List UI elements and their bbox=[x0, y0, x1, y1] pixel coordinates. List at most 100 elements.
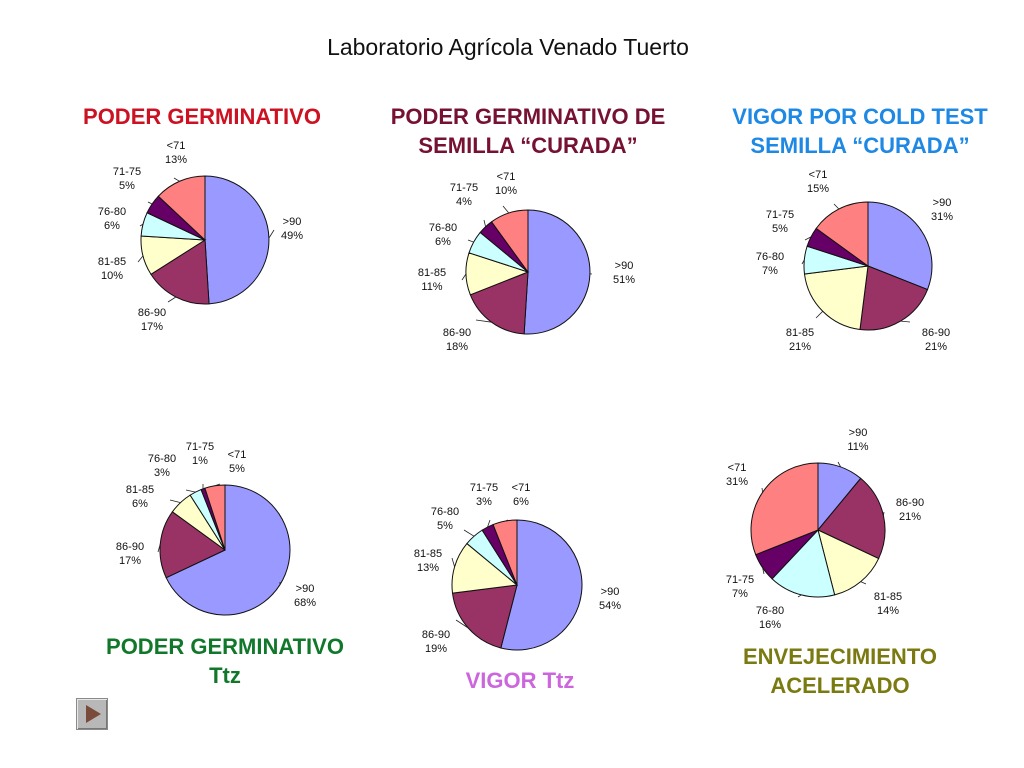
slice-label: 71-75 bbox=[726, 574, 754, 586]
pie-slice-lt71 bbox=[815, 201, 869, 267]
leader-line bbox=[801, 259, 805, 265]
slice-percent: 6% bbox=[132, 498, 148, 510]
pie-slice-81-85 bbox=[817, 529, 880, 596]
slice-label: 76-80 bbox=[431, 506, 459, 518]
slice-label: >90 bbox=[283, 216, 302, 228]
chart-title-line: VIGOR POR COLD TEST bbox=[732, 104, 988, 129]
slice-percent: 21% bbox=[789, 341, 811, 353]
slice-label: <71 bbox=[167, 140, 186, 152]
slice-percent: 5% bbox=[772, 223, 788, 235]
slice-percent: 1% bbox=[192, 455, 208, 467]
slice-label: 76-80 bbox=[429, 222, 457, 234]
slice-percent: 49% bbox=[281, 230, 303, 242]
slice-percent: 14% bbox=[877, 605, 899, 617]
leader-line bbox=[504, 519, 509, 522]
slice-label: <71 bbox=[228, 449, 247, 461]
slice-label: 86-90 bbox=[922, 327, 950, 339]
slice-label: 76-80 bbox=[756, 605, 784, 617]
chart-title-poder-germinativo-ttz: PODER GERMINATIVO Ttz bbox=[65, 632, 385, 690]
leader-line bbox=[157, 543, 161, 553]
leader-line bbox=[461, 273, 467, 281]
slice-percent: 5% bbox=[437, 520, 453, 532]
slice-label: >90 bbox=[933, 197, 952, 209]
next-slide-button[interactable] bbox=[76, 698, 108, 730]
leader-line bbox=[455, 619, 469, 629]
leader-line bbox=[761, 487, 763, 493]
leader-line bbox=[467, 239, 474, 243]
slice-label: 71-75 bbox=[766, 209, 794, 221]
slice-label: 86-90 bbox=[443, 327, 471, 339]
play-triangle-icon bbox=[86, 705, 101, 723]
slice-percent: 17% bbox=[119, 555, 141, 567]
slice-label: <71 bbox=[728, 462, 747, 474]
slice-label: <71 bbox=[497, 171, 516, 183]
chart-title-line: ACELERADO bbox=[770, 673, 910, 698]
slice-label: 86-90 bbox=[422, 629, 450, 641]
leader-line bbox=[451, 557, 455, 568]
slice-percent: 3% bbox=[154, 467, 170, 479]
slice-label: 71-75 bbox=[113, 166, 141, 178]
pie-chart-2: >90 51% 86-90 18% 81-85 11% 76-80 6% 71-75 4% <71 1… bbox=[418, 171, 635, 353]
pie-slice-lt71 bbox=[750, 462, 819, 556]
chart-title-line: PODER GERMINATIVO bbox=[83, 104, 321, 129]
slice-label: 81-85 bbox=[874, 591, 902, 603]
leader-line bbox=[900, 320, 911, 323]
page-title: Laboratorio Agrícola Venado Tuerto bbox=[327, 34, 689, 60]
slice-percent: 4% bbox=[456, 196, 472, 208]
pie-slice-86-90 bbox=[451, 584, 518, 649]
slice-label: >90 bbox=[296, 583, 315, 595]
pie-slice-gt90 bbox=[204, 175, 270, 305]
chart-title-line: SEMILLA “CURADA” bbox=[418, 133, 638, 158]
leader-line bbox=[173, 177, 180, 182]
leader-line bbox=[167, 296, 177, 303]
leader-line bbox=[169, 499, 181, 503]
slice-label: 81-85 bbox=[98, 256, 126, 268]
slice-percent: 19% bbox=[425, 643, 447, 655]
slice-percent: 11% bbox=[421, 281, 442, 293]
slice-percent: 10% bbox=[101, 270, 123, 282]
leader-line bbox=[137, 255, 144, 263]
slice-label: >90 bbox=[601, 586, 620, 598]
leader-line bbox=[214, 483, 221, 487]
chart-title-line: Ttz bbox=[209, 663, 241, 688]
slice-percent: 6% bbox=[104, 220, 120, 232]
slice-label: >90 bbox=[849, 427, 868, 439]
slice-label: 76-80 bbox=[756, 251, 784, 263]
slice-percent: 5% bbox=[229, 463, 245, 475]
slice-percent: 16% bbox=[759, 619, 781, 631]
slice-label: 71-75 bbox=[450, 182, 478, 194]
slice-percent: 68% bbox=[294, 597, 316, 609]
pie-slice-86-90 bbox=[150, 239, 210, 305]
slice-percent: 54% bbox=[599, 600, 621, 612]
leader-line bbox=[268, 229, 275, 239]
slice-percent: 6% bbox=[435, 236, 451, 248]
slice-percent: 17% bbox=[141, 321, 163, 333]
leader-line bbox=[797, 594, 802, 598]
pie-slice-86-90 bbox=[817, 477, 886, 560]
leader-line bbox=[833, 203, 840, 210]
leader-line bbox=[837, 461, 842, 468]
slice-label: 81-85 bbox=[786, 327, 814, 339]
slice-label: 76-80 bbox=[148, 453, 176, 465]
leader-line bbox=[883, 511, 885, 516]
chart-title-vigor-ttz: VIGOR Ttz bbox=[400, 666, 640, 695]
pie-chart-3: >90 31% 86-90 21% 81-85 21% 76-80 7% 71-75 5% <71 1… bbox=[756, 169, 953, 353]
pie-slice-lt71 bbox=[490, 209, 529, 274]
pie-slice-81-85 bbox=[803, 265, 869, 331]
leader-line bbox=[185, 489, 196, 493]
slice-percent: 18% bbox=[446, 341, 468, 353]
slice-label: 86-90 bbox=[116, 541, 144, 553]
chart-title-line: SEMILLA “CURADA” bbox=[750, 133, 970, 158]
chart-title-envejecimiento-acelerado: ENVEJECIMIENTO ACELERADO bbox=[680, 642, 1000, 700]
slice-label: 81-85 bbox=[126, 484, 154, 496]
leader-line bbox=[502, 205, 510, 214]
slice-percent: 15% bbox=[807, 183, 829, 195]
pie-slice-76-80 bbox=[771, 528, 836, 598]
leader-line bbox=[487, 519, 491, 528]
pie-slice-gt90 bbox=[165, 484, 291, 616]
slice-percent: 21% bbox=[925, 341, 947, 353]
leader-line bbox=[475, 319, 492, 323]
slice-percent: 51% bbox=[613, 274, 635, 286]
pie-chart-1: >90 49% 86-90 17% 81-85 10% 76-80 6% 71-75 5% <71 1… bbox=[98, 140, 303, 333]
